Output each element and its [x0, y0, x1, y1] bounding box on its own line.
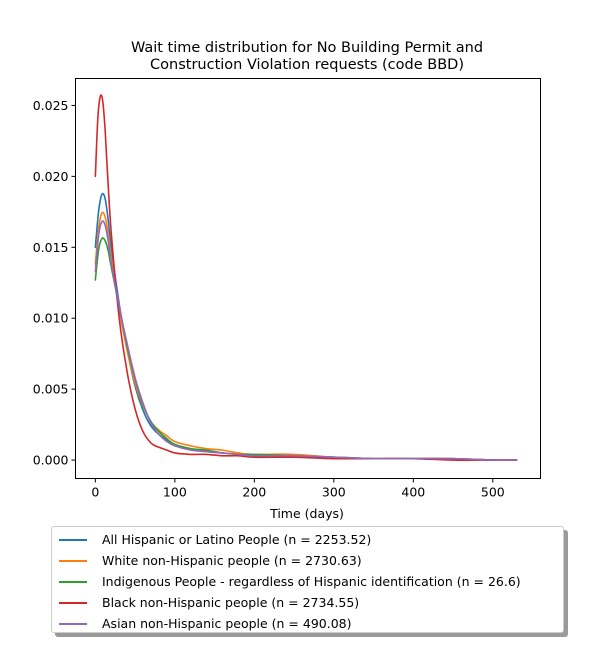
chart-title-line-2: Construction Violation requests (code BB… — [150, 57, 464, 73]
legend-item: All Hispanic or Latino People (n = 2253.… — [52, 529, 563, 550]
x-tick-label: 100 — [163, 485, 187, 500]
legend-swatch — [59, 538, 87, 541]
legend: All Hispanic or Latino People (n = 2253.… — [51, 526, 564, 633]
x-tick-label: 200 — [242, 485, 266, 500]
legend-swatch — [59, 622, 87, 625]
y-tick-label: 0.000 — [33, 453, 69, 468]
y-tick-label: 0.005 — [33, 382, 69, 397]
legend-item: Asian non-Hispanic people (n = 490.08) — [52, 613, 563, 634]
legend-label: Asian non-Hispanic people (n = 490.08) — [102, 616, 352, 631]
x-tick-label: 400 — [401, 485, 425, 500]
series-line-1 — [94, 211, 518, 461]
legend-label: Indigenous People - regardless of Hispan… — [102, 574, 521, 589]
y-tick-label: 0.025 — [33, 98, 69, 113]
y-axis: 0.000 0.005 0.010 0.015 0.020 0.025 — [33, 98, 76, 468]
x-tick-label: 0 — [91, 485, 99, 500]
series-line-3 — [94, 94, 518, 461]
plot-frame — [75, 78, 541, 479]
y-tick-label: 0.015 — [33, 240, 69, 255]
legend-label: All Hispanic or Latino People (n = 2253.… — [102, 532, 372, 547]
x-axis: 0 100 200 300 400 500 — [91, 478, 505, 500]
legend-label: Black non-Hispanic people (n = 2734.55) — [102, 595, 360, 610]
legend-label: White non-Hispanic people (n = 2730.63) — [102, 553, 362, 568]
legend-item: White non-Hispanic people (n = 2730.63) — [52, 550, 563, 571]
series-line-2 — [94, 237, 518, 461]
chart-title-line-1: Wait time distribution for No Building P… — [131, 40, 483, 56]
legend-item: Indigenous People - regardless of Hispan… — [52, 571, 563, 592]
legend-swatch — [59, 601, 87, 604]
legend-item: Black non-Hispanic people (n = 2734.55) — [52, 592, 563, 613]
x-tick-label: 300 — [322, 485, 346, 500]
series-line-0 — [94, 192, 518, 461]
legend-swatch — [59, 580, 87, 583]
x-tick-label: 500 — [481, 485, 505, 500]
legend-swatch — [59, 559, 87, 562]
y-tick-label: 0.010 — [33, 311, 69, 326]
series-line-4 — [94, 220, 518, 461]
plot-lines — [94, 94, 518, 461]
y-tick-label: 0.020 — [33, 169, 69, 184]
x-axis-label: Time (days) — [269, 506, 344, 521]
